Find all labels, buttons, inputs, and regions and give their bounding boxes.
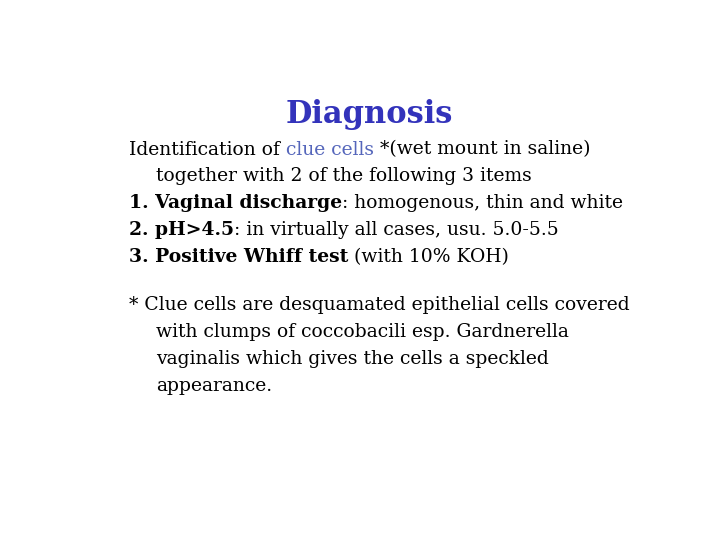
Text: 2. pH>4.5: 2. pH>4.5 bbox=[129, 221, 234, 239]
Text: 1. Vaginal discharge: 1. Vaginal discharge bbox=[129, 194, 342, 212]
Text: *(wet mount in saline): *(wet mount in saline) bbox=[374, 140, 590, 159]
Text: : in virtually all cases, usu. 5.0-5.5: : in virtually all cases, usu. 5.0-5.5 bbox=[234, 221, 559, 239]
Text: together with 2 of the following 3 items: together with 2 of the following 3 items bbox=[156, 167, 531, 185]
Text: with clumps of coccobacili esp. Gardnerella: with clumps of coccobacili esp. Gardnere… bbox=[156, 323, 569, 341]
Text: appearance.: appearance. bbox=[156, 377, 272, 395]
Text: clue cells: clue cells bbox=[286, 140, 374, 159]
Text: vaginalis which gives the cells a speckled: vaginalis which gives the cells a speckl… bbox=[156, 350, 549, 368]
Text: 3. Positive Whiff test: 3. Positive Whiff test bbox=[129, 248, 348, 266]
Text: Diagnosis: Diagnosis bbox=[285, 99, 453, 130]
Text: (with 10% KOH): (with 10% KOH) bbox=[348, 248, 509, 266]
Text: * Clue cells are desquamated epithelial cells covered: * Clue cells are desquamated epithelial … bbox=[129, 296, 629, 314]
Text: : homogenous, thin and white: : homogenous, thin and white bbox=[342, 194, 623, 212]
Text: Identification of: Identification of bbox=[129, 140, 286, 159]
